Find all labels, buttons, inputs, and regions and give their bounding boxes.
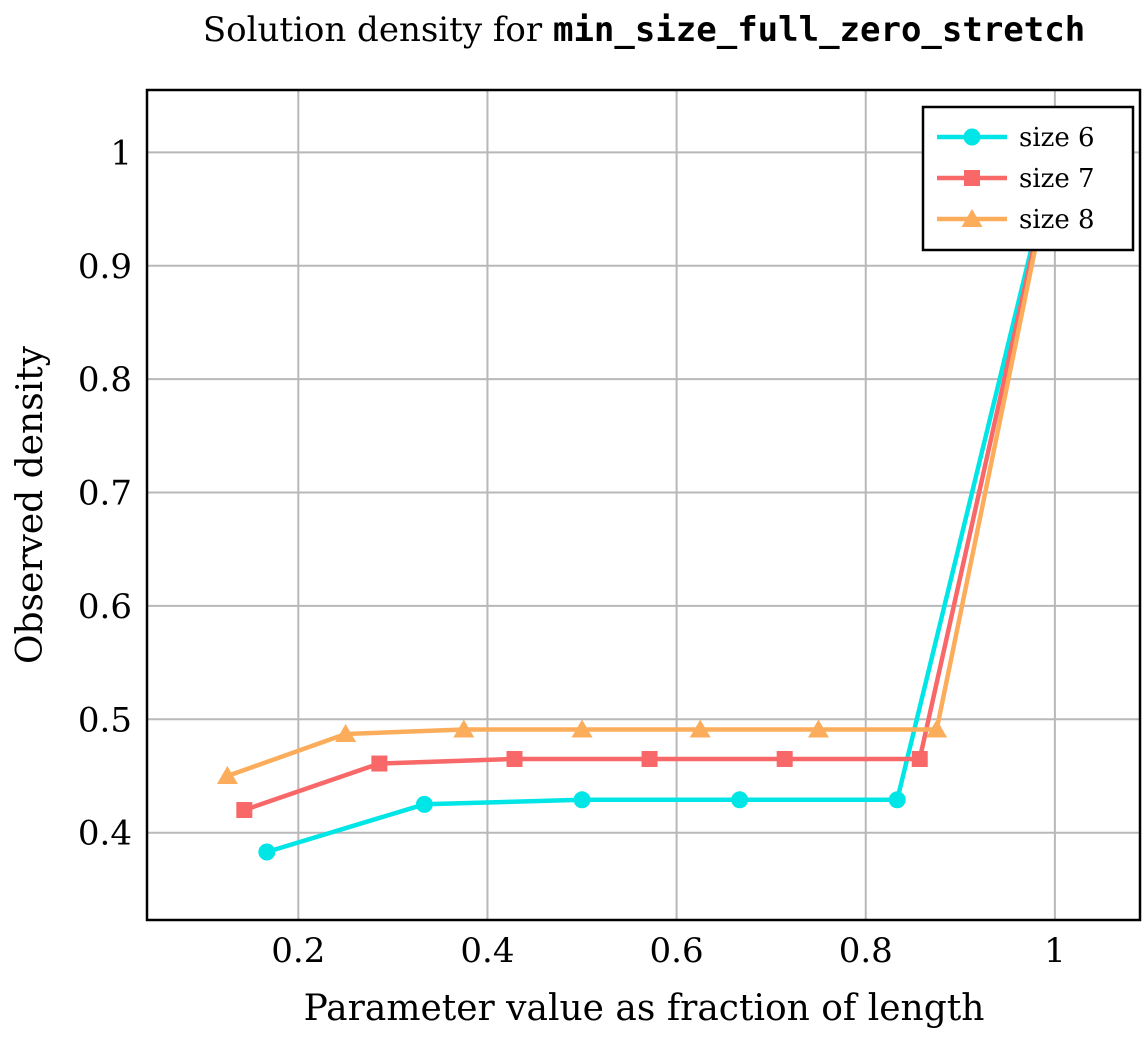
data-point <box>573 791 591 809</box>
tick-labels: 0.2 0.4 0.6 0.8 1 0.4 0.5 0.6 0.7 0.8 0.9 1 <box>78 133 1066 971</box>
x-tick-label: 0.2 <box>271 931 325 971</box>
data-point <box>453 719 475 738</box>
data-point <box>506 750 523 767</box>
data-point <box>415 795 433 813</box>
x-tick-label: 0.6 <box>650 931 704 971</box>
y-tick-label: 1 <box>110 133 132 173</box>
series-line <box>266 151 1058 855</box>
data-point <box>216 765 238 784</box>
chart-title: Solution density for min_size_full_zero_… <box>203 10 1085 50</box>
data-point <box>371 755 388 772</box>
series-1 <box>258 143 1064 861</box>
data-point <box>641 750 658 767</box>
y-tick-label: 0.9 <box>78 247 132 287</box>
legend-marker <box>963 128 981 146</box>
x-tick-label: 0.8 <box>839 931 893 971</box>
legend: size 6 size 7 size 8 <box>921 105 1135 252</box>
data-point <box>926 719 948 738</box>
data-point <box>911 750 928 767</box>
data-point <box>689 719 711 738</box>
legend-label: size 8 <box>1019 205 1095 235</box>
data-point <box>571 719 593 738</box>
data-point <box>335 724 357 743</box>
legend-label: size 6 <box>1019 123 1095 153</box>
y-axis-label: Observed density <box>10 345 51 664</box>
legend-marker <box>961 209 983 227</box>
y-tick-label: 0.4 <box>78 814 132 854</box>
x-tick-label: 1 <box>1044 931 1066 971</box>
legend-item: size 8 <box>937 205 1095 235</box>
series-2 <box>236 144 1063 819</box>
legend-marker <box>964 170 980 186</box>
x-tick-label: 0.4 <box>460 931 514 971</box>
legend-item: size 6 <box>937 123 1095 153</box>
chart-title-prefix: Solution density for <box>203 10 553 50</box>
y-tick-label: 0.7 <box>78 474 132 514</box>
y-tick-label: 0.8 <box>78 360 132 400</box>
y-tick-label: 0.6 <box>78 587 132 627</box>
legend-item: size 7 <box>937 164 1095 194</box>
data-point <box>731 791 749 809</box>
data-point <box>236 802 253 819</box>
data-point <box>807 719 829 738</box>
y-tick-label: 0.5 <box>78 700 132 740</box>
grid <box>147 90 1140 920</box>
data-point <box>888 791 906 809</box>
plot-frame <box>145 88 1142 922</box>
series-line <box>226 151 1058 779</box>
data-point <box>776 750 793 767</box>
chart-title-code: min_size_full_zero_stretch <box>553 10 1085 50</box>
legend-label: size 7 <box>1019 164 1095 194</box>
data-point <box>258 843 276 861</box>
x-axis-label: Parameter value as fraction of length <box>304 988 985 1029</box>
